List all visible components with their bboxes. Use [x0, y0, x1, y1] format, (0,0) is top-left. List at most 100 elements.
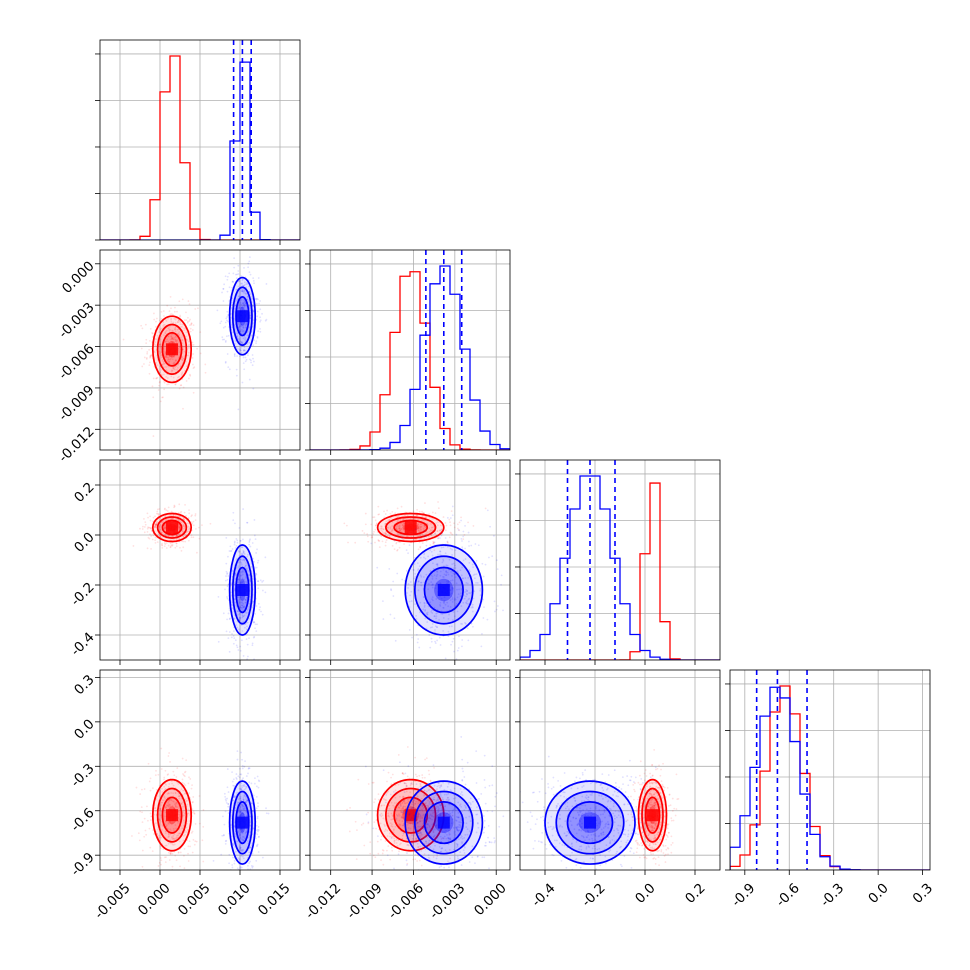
sample-point [238, 776, 241, 779]
sample-point [178, 334, 181, 337]
sample-point [173, 807, 176, 810]
sample-point [444, 804, 447, 807]
sample-point [373, 821, 376, 824]
sample-point [246, 281, 249, 284]
sample-point [438, 866, 441, 869]
sample-point [233, 257, 236, 260]
sample-point [189, 778, 192, 780]
sample-point [257, 330, 260, 333]
sample-point [256, 315, 259, 318]
sample-point [402, 806, 405, 808]
sample-point [439, 529, 442, 532]
sample-point [182, 839, 185, 842]
sample-point [386, 519, 389, 522]
sample-point [175, 340, 178, 343]
sample-point [261, 856, 264, 859]
sample-point [493, 841, 496, 844]
sample-point [163, 785, 166, 788]
sample-point [237, 830, 240, 832]
sample-point [238, 810, 240, 813]
sample-point [456, 588, 458, 591]
sample-point [179, 315, 181, 318]
sample-point [444, 552, 447, 555]
sample-point [242, 784, 245, 787]
sample-point [152, 829, 154, 832]
sample-point [164, 782, 167, 785]
sample-point [172, 517, 175, 520]
sample-point [426, 804, 429, 807]
sample-point [169, 805, 171, 807]
sample-point [240, 341, 243, 343]
sample-point [161, 825, 164, 827]
sample-point [170, 799, 173, 802]
sample-point [415, 837, 418, 840]
sample-point [256, 775, 259, 778]
sample-point [448, 848, 451, 851]
sample-point [382, 528, 385, 531]
sample-point [147, 762, 150, 765]
sample-point [164, 353, 167, 356]
sample-point [451, 586, 453, 589]
sample-point [178, 797, 181, 800]
sample-point [483, 685, 485, 687]
sample-point [461, 623, 464, 625]
sample-point [468, 815, 471, 818]
sample-point [245, 628, 248, 631]
density-contour [156, 516, 188, 539]
sample-point [183, 329, 186, 332]
sample-point [198, 526, 200, 529]
sample-point [173, 829, 176, 832]
sample-point [420, 581, 423, 584]
sample-point [440, 524, 442, 527]
sample-point [158, 526, 161, 529]
sample-point [233, 266, 236, 269]
sample-point [243, 614, 246, 617]
sample-point [243, 349, 245, 352]
sample-point [456, 829, 459, 831]
sample-point [383, 823, 386, 826]
sample-point [394, 796, 397, 799]
sample-point [470, 544, 473, 547]
sample-point [447, 799, 450, 802]
sample-point [239, 867, 242, 870]
sample-point [182, 801, 184, 804]
sample-point [382, 849, 385, 852]
sample-point [428, 788, 431, 791]
sample-point [382, 863, 385, 866]
sample-point [419, 527, 422, 530]
sample-point [192, 796, 195, 798]
sample-point [390, 818, 393, 821]
sample-point [445, 574, 447, 576]
sample-point [240, 601, 243, 604]
sample-point [147, 526, 149, 529]
sample-point [475, 581, 477, 584]
sample-point [405, 784, 408, 787]
sample-point [172, 792, 174, 795]
sample-point [232, 519, 235, 522]
sample-point [251, 542, 254, 544]
sample-point [245, 283, 247, 286]
sample-point [406, 852, 408, 854]
sample-point [431, 586, 434, 589]
sample-point [444, 522, 447, 524]
sample-point [177, 321, 179, 324]
sample-point [241, 290, 244, 292]
sample-point [171, 543, 174, 546]
sample-point [441, 847, 444, 850]
sample-point [234, 601, 236, 604]
sample-point [267, 812, 270, 815]
sample-point [413, 798, 416, 801]
sample-point [242, 615, 245, 618]
sample-point [144, 521, 147, 524]
sample-point [434, 631, 436, 634]
sample-point [414, 802, 416, 805]
sample-point [418, 526, 421, 529]
sample-point [385, 532, 387, 535]
density-peak [166, 343, 178, 356]
sample-point [188, 526, 191, 529]
sample-point [442, 617, 445, 619]
sample-point [411, 803, 414, 806]
sample-point [455, 658, 458, 660]
sample-point [500, 583, 502, 586]
sample-point [477, 544, 480, 547]
